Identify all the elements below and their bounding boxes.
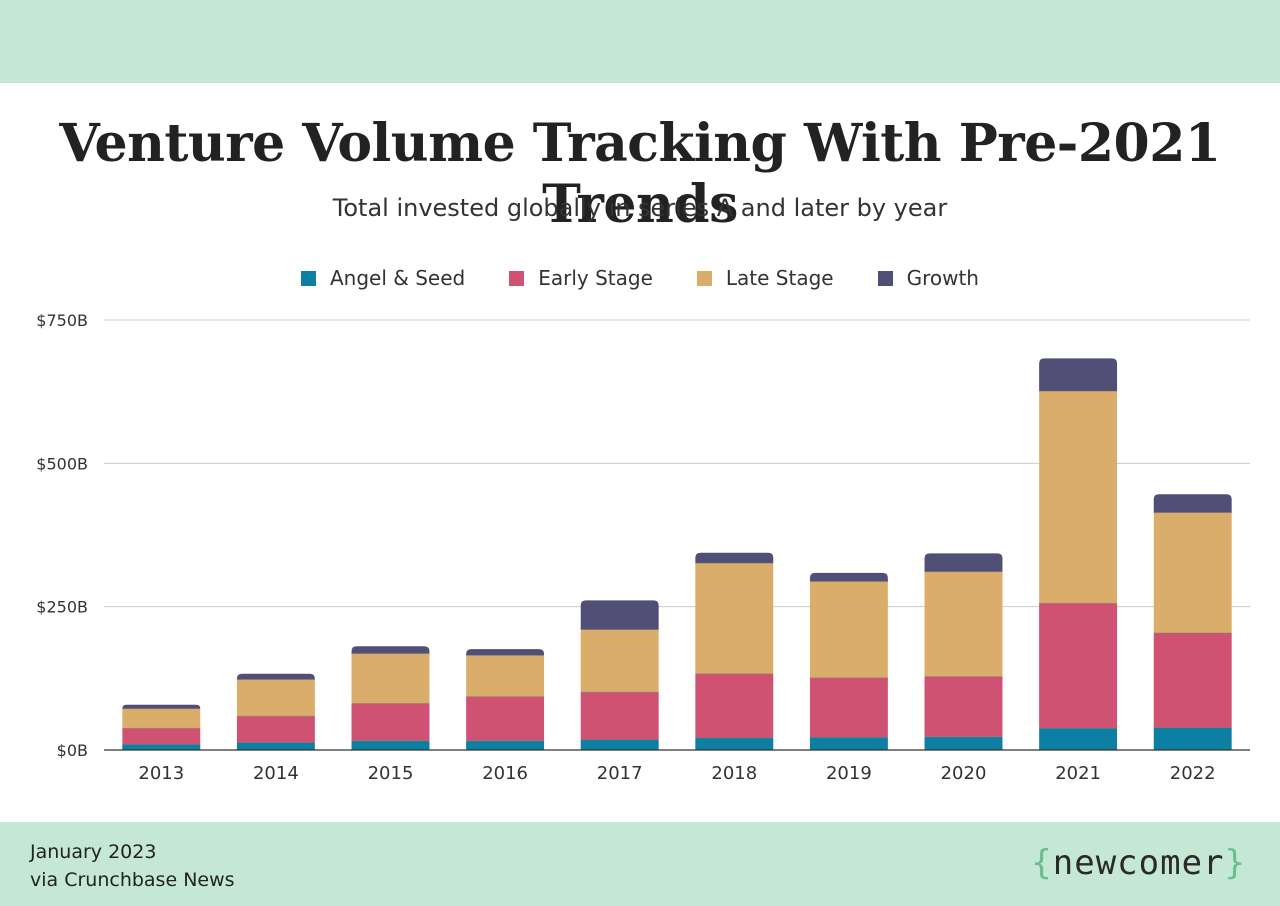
bar-2016-angel-seed — [466, 740, 545, 750]
bar-2022-angel-seed — [1153, 727, 1232, 750]
footer-source: via Crunchbase News — [30, 869, 235, 891]
x-tick-label-2020: 2020 — [941, 763, 987, 784]
legend-label-growth: Growth — [906, 266, 979, 290]
legend-swatch-angel-seed — [300, 270, 316, 286]
legend-item-late-stage: Late Stage — [696, 266, 834, 290]
chart-subtitle: Total invested globally in series A and … — [332, 194, 948, 222]
bar-2015-growth — [351, 646, 430, 654]
y-tick-label-500: $500B — [36, 454, 88, 473]
top-band — [0, 0, 1280, 83]
bar-2022-late-stage — [1153, 512, 1232, 634]
bar-2015-angel-seed — [351, 740, 430, 750]
chart-title: Venture Volume Tracking With Pre-2021 Tr… — [59, 113, 1221, 235]
bar-2015-early-stage — [351, 703, 430, 741]
y-tick-label-0: $0B — [57, 741, 88, 760]
legend: Angel & Seed Early Stage Late Stage Grow… — [0, 266, 1280, 290]
legend-swatch-growth — [877, 270, 893, 286]
bar-2022-early-stage — [1153, 633, 1232, 728]
bar-2019-late-stage — [809, 581, 888, 678]
bar-2014-growth — [236, 673, 315, 680]
bar-2022-growth — [1153, 494, 1232, 513]
bar-2014-angel-seed — [236, 742, 315, 750]
legend-swatch-early-stage — [509, 270, 525, 286]
x-tick-label-2016: 2016 — [482, 763, 528, 784]
y-tick-label-250: $250B — [36, 598, 88, 617]
bar-2021-early-stage — [1039, 603, 1118, 729]
legend-label-early-stage: Early Stage — [538, 266, 653, 290]
legend-item-angel-seed: Angel & Seed — [300, 266, 466, 290]
bar-2013-angel-seed — [122, 744, 201, 750]
x-tick-label-2019: 2019 — [826, 763, 872, 784]
bar-2020-growth — [924, 553, 1003, 572]
bar-2020-early-stage — [924, 676, 1003, 737]
bar-2018-late-stage — [695, 563, 774, 674]
legend-label-angel-seed: Angel & Seed — [329, 266, 466, 290]
x-tick-label-2017: 2017 — [597, 763, 643, 784]
bar-2013-late-stage — [122, 708, 201, 729]
bar-2019-growth — [809, 572, 888, 582]
bar-2014-early-stage — [236, 716, 315, 743]
legend-swatch-late-stage — [696, 270, 712, 286]
bar-2017-late-stage — [580, 629, 659, 693]
legend-item-growth: Growth — [877, 266, 979, 290]
bar-2018-angel-seed — [695, 737, 774, 750]
footer-date: January 2023 — [30, 841, 157, 863]
bar-2019-angel-seed — [809, 737, 888, 750]
brand-logo: {newcomer} — [1031, 838, 1246, 888]
bottom-band — [0, 822, 1280, 906]
bar-2013-growth — [122, 704, 201, 709]
footer-credits: January 2023 via Crunchbase News — [30, 838, 235, 894]
bar-2020-late-stage — [924, 571, 1003, 677]
bar-2016-growth — [466, 649, 545, 656]
bar-2016-late-stage — [466, 655, 545, 697]
bar-2017-angel-seed — [580, 739, 659, 750]
bar-2019-early-stage — [809, 677, 888, 738]
x-tick-label-2022: 2022 — [1170, 763, 1216, 784]
bar-2018-growth — [695, 552, 774, 564]
x-tick-label-2015: 2015 — [368, 763, 414, 784]
x-tick-label-2014: 2014 — [253, 763, 299, 784]
bar-2021-angel-seed — [1039, 728, 1118, 750]
bar-2021-late-stage — [1039, 391, 1118, 604]
bar-2013-early-stage — [122, 728, 201, 745]
bar-2015-late-stage — [351, 653, 430, 704]
bar-2014-late-stage — [236, 679, 315, 717]
x-tick-label-2013: 2013 — [138, 763, 184, 784]
legend-label-late-stage: Late Stage — [725, 266, 834, 290]
brand-brace-close: } — [1224, 843, 1246, 883]
bar-2017-early-stage — [580, 692, 659, 740]
y-tick-label-750: $750B — [36, 311, 88, 330]
stacked-bar-chart: $0B $250B $500B $750B 2013 2014 2015 2016 2017 20… — [36, 311, 1250, 784]
bar-2016-early-stage — [466, 696, 545, 741]
bar-2021-growth — [1039, 358, 1118, 392]
x-tick-label-2018: 2018 — [711, 763, 757, 784]
bar-2018-early-stage — [695, 673, 774, 738]
bar-2017-growth — [580, 600, 659, 630]
x-tick-label-2021: 2021 — [1055, 763, 1101, 784]
bar-2020-angel-seed — [924, 736, 1003, 750]
brand-brace-open: { — [1031, 843, 1053, 883]
brand-name: newcomer — [1052, 843, 1225, 883]
legend-item-early-stage: Early Stage — [509, 266, 653, 290]
